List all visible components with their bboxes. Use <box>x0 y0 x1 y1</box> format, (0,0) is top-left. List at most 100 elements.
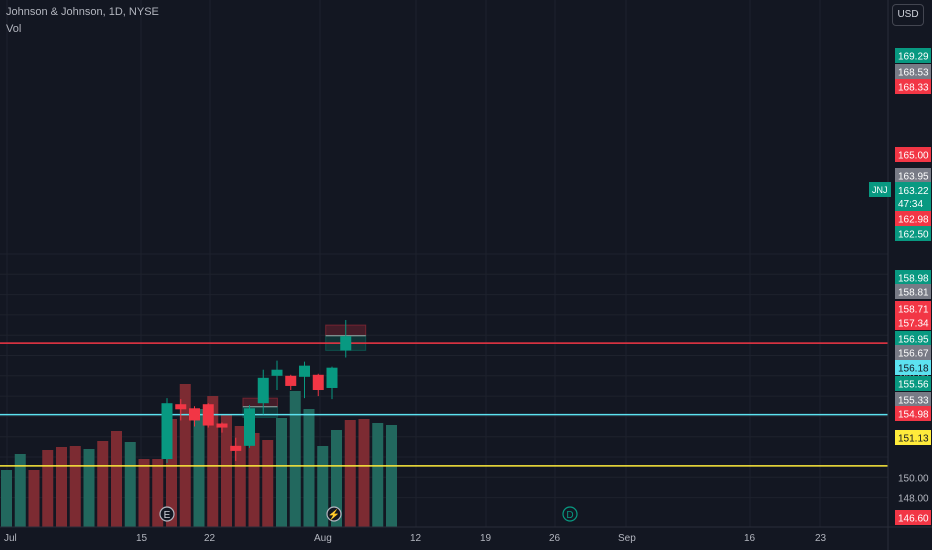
last-price-box <box>895 182 931 212</box>
price-label: 168.53 <box>898 68 929 79</box>
price-label: 146.60 <box>898 514 929 525</box>
price-label-box <box>895 147 931 162</box>
volume-bar <box>331 430 342 527</box>
price-label-box <box>895 301 931 316</box>
event-marker-label: ⚡ <box>328 508 340 521</box>
volume-bar <box>221 415 232 527</box>
candle-body <box>312 374 324 391</box>
price-label-box <box>895 79 931 94</box>
price-label: 158.98 <box>898 274 929 285</box>
price-label-box <box>895 168 931 183</box>
volume-bar <box>124 442 136 527</box>
price-label-box <box>895 376 931 391</box>
volume-bar <box>193 409 205 527</box>
candle-body <box>244 408 255 446</box>
x-tick-label: 22 <box>204 533 216 544</box>
price-label: 162.50 <box>898 230 929 241</box>
x-tick-label: 16 <box>744 533 756 544</box>
volume-bar <box>234 426 246 527</box>
volume-bar <box>152 459 164 527</box>
volume-bar <box>138 459 150 527</box>
volume-bar <box>1 470 12 527</box>
price-label-box <box>895 211 931 226</box>
volume-bar <box>179 384 191 527</box>
volume-label: Vol <box>6 23 22 35</box>
volume-bar <box>358 419 370 527</box>
price-label-box <box>895 406 931 421</box>
price-label-box <box>895 360 931 375</box>
event-marker <box>562 506 578 522</box>
volume-bar <box>28 470 40 527</box>
price-label-box <box>895 392 931 407</box>
symbol-tag-box <box>869 182 891 197</box>
volume-bar <box>166 419 177 527</box>
volume-bar <box>111 431 122 527</box>
event-marker <box>326 506 342 522</box>
y-tick-label: 148.00 <box>898 494 929 505</box>
volume-bar <box>14 454 26 527</box>
price-label: 154.98 <box>898 410 929 421</box>
price-label-box <box>895 315 931 330</box>
x-tick-label: 23 <box>815 533 827 544</box>
event-marker-label: E <box>164 510 171 521</box>
volume-bar <box>386 425 397 527</box>
price-label: 155.56 <box>898 380 929 391</box>
volume-bar <box>372 423 384 527</box>
candle-body <box>257 377 269 404</box>
price-label: 156.18 <box>898 364 929 375</box>
symbol-title: Johnson & Johnson, 1D, NYSE <box>6 6 159 18</box>
symbol-tag: JNJ <box>872 185 888 195</box>
price-label-box <box>895 48 931 63</box>
x-tick-label: Sep <box>618 533 636 544</box>
volume-bar <box>97 441 109 527</box>
x-tick-label: Aug <box>314 533 332 544</box>
event-marker <box>159 506 175 522</box>
candle-body <box>202 404 214 426</box>
price-label: 162.98 <box>898 215 929 226</box>
price-label-box <box>895 331 931 346</box>
price-label-box <box>895 226 931 241</box>
price-label-box <box>895 345 931 360</box>
x-tick-label: 12 <box>410 533 422 544</box>
price-label-box <box>895 510 931 525</box>
candle-body <box>189 408 200 421</box>
volume-bar <box>69 446 81 527</box>
volume-bar <box>83 449 95 527</box>
volume-bar <box>344 420 356 527</box>
x-tick-label: Jul <box>4 533 17 544</box>
price-label: 157.34 <box>898 319 929 330</box>
volume-bar <box>42 450 54 527</box>
x-tick-label: 19 <box>480 533 492 544</box>
price-label-box <box>895 284 931 299</box>
price-label: 163.95 <box>898 172 929 183</box>
candle-body <box>175 404 187 410</box>
price-label-box <box>895 270 931 285</box>
volume-bar <box>248 433 260 527</box>
candle-body <box>271 369 283 376</box>
x-tick-label: 26 <box>549 533 561 544</box>
price-label: 168.33 <box>898 83 929 94</box>
candle-body <box>326 367 338 388</box>
candle-body <box>161 403 173 460</box>
price-label: 156.95 <box>898 335 929 346</box>
volume-bar <box>207 396 219 527</box>
volume-bar <box>262 440 274 527</box>
price-label: 169.29 <box>898 52 929 63</box>
y-tick-label: 150.00 <box>898 473 929 484</box>
last-price-label: 163.22 <box>898 186 929 197</box>
volume-bar <box>56 447 67 527</box>
candle-body <box>299 365 310 377</box>
price-label: 155.33 <box>898 396 929 407</box>
price-label-box <box>895 64 931 79</box>
price-label: 165.00 <box>898 151 929 162</box>
event-marker-label: D <box>566 510 573 521</box>
price-label: 158.81 <box>898 288 929 299</box>
price-label: 158.71 <box>898 305 929 316</box>
candle-body <box>216 423 228 428</box>
volume-bar <box>289 391 301 527</box>
volume-bar <box>303 409 315 527</box>
price-label: 151.13 <box>898 434 929 445</box>
currency-button[interactable]: USD <box>892 4 924 26</box>
candle-body <box>230 445 242 451</box>
